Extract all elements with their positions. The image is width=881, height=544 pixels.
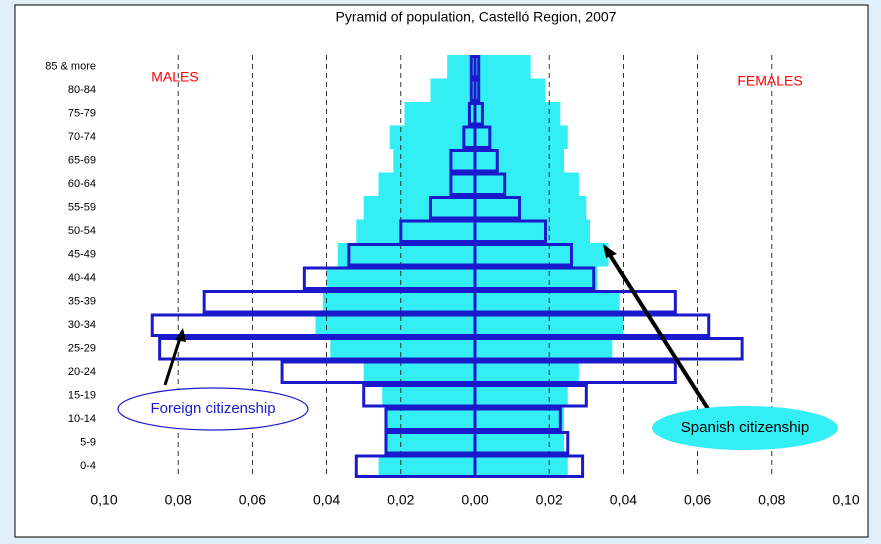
arrow-head — [175, 328, 186, 342]
callout — [652, 406, 838, 450]
bar — [475, 290, 620, 314]
bar — [393, 149, 475, 173]
bar — [315, 313, 475, 337]
bar — [385, 431, 475, 455]
bar — [385, 407, 475, 431]
y-tick-label: 5-9 — [80, 437, 96, 449]
y-tick-label: 60-64 — [68, 178, 96, 190]
bar — [389, 125, 475, 149]
x-tick-label: 0,10 — [90, 492, 117, 508]
y-tick-label: 20-24 — [68, 366, 96, 378]
chart-title: Pyramid of population, Castelló Region, … — [336, 9, 617, 25]
arrow-head — [603, 244, 617, 258]
bar — [326, 266, 475, 290]
x-tick-label: 0,10 — [832, 492, 859, 508]
annotation: FEMALES — [737, 73, 802, 89]
bar — [475, 102, 561, 126]
y-tick-label: 40-44 — [68, 272, 96, 284]
y-tick-label: 65-69 — [68, 155, 96, 167]
bar — [475, 125, 568, 149]
y-tick-label: 30-34 — [68, 319, 96, 331]
bar — [330, 337, 475, 361]
bar — [475, 172, 579, 196]
y-tick-label: 10-14 — [68, 413, 96, 425]
x-tick-label: 0,06 — [239, 492, 266, 508]
bar — [356, 219, 475, 243]
bar — [447, 55, 475, 79]
annotation: MALES — [151, 69, 198, 85]
bar — [475, 454, 568, 478]
x-tick-label: 0,04 — [313, 492, 340, 508]
y-tick-label: 75-79 — [68, 108, 96, 120]
x-tick-label: 0,00 — [461, 492, 488, 508]
bar — [378, 454, 475, 478]
y-tick-label: 15-19 — [68, 390, 96, 402]
y-tick-label: 35-39 — [68, 296, 96, 308]
bar — [475, 266, 598, 290]
y-tick-label: 55-59 — [68, 202, 96, 214]
bar — [378, 172, 475, 196]
callout-arrow — [606, 250, 712, 414]
bar — [475, 219, 591, 243]
callout-label: Foreign citizenship — [150, 400, 275, 417]
x-tick-label: 0,02 — [536, 492, 563, 508]
bar — [475, 337, 613, 361]
bar — [337, 243, 475, 267]
bar — [322, 290, 475, 314]
y-tick-label: 70-74 — [68, 131, 96, 143]
callout-label: Spanish citizenship — [681, 419, 809, 436]
bar — [475, 384, 568, 408]
x-tick-label: 0,06 — [684, 492, 711, 508]
bar — [475, 149, 565, 173]
bar — [475, 407, 565, 431]
x-tick-label: 0,08 — [758, 492, 785, 508]
bar — [475, 196, 587, 220]
y-tick-label: 0-4 — [80, 460, 96, 472]
bar — [475, 78, 546, 102]
bar — [475, 431, 565, 455]
y-tick-label: 50-54 — [68, 225, 96, 237]
bar — [382, 384, 475, 408]
callout-arrow — [163, 337, 182, 386]
x-tick-label: 0,08 — [165, 492, 192, 508]
bar — [475, 243, 609, 267]
y-tick-label: 45-49 — [68, 249, 96, 261]
bar — [475, 55, 531, 79]
y-tick-label: 85 & more — [45, 61, 96, 73]
y-tick-label: 80-84 — [68, 84, 96, 96]
x-tick-label: 0,02 — [387, 492, 414, 508]
bar — [475, 360, 579, 384]
bar — [404, 102, 475, 126]
x-tick-label: 0,04 — [610, 492, 637, 508]
y-tick-label: 25-29 — [68, 343, 96, 355]
bar — [430, 78, 475, 102]
bar — [363, 196, 475, 220]
bar — [363, 360, 475, 384]
callout — [117, 387, 309, 431]
